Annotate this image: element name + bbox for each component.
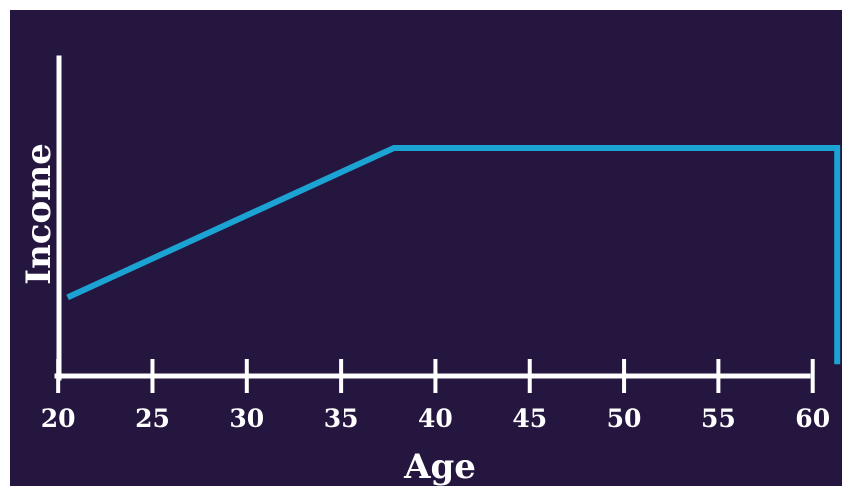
x-tick-label-55: 55 bbox=[701, 404, 736, 433]
x-axis-tick-labels: 20 25 30 35 40 45 50 55 60 bbox=[41, 404, 830, 433]
axes bbox=[54, 55, 811, 381]
x-tick-label-50: 50 bbox=[607, 404, 642, 433]
x-axis-ticks bbox=[56, 359, 815, 393]
x-axis-title: Age bbox=[403, 447, 476, 487]
series-layer bbox=[66, 145, 841, 365]
x-tick-label-30: 30 bbox=[229, 404, 264, 433]
y-axis-title: Income bbox=[19, 143, 59, 285]
x-tick-label-40: 40 bbox=[418, 404, 453, 433]
income-line-series-0 bbox=[66, 145, 841, 365]
chart-panel bbox=[10, 10, 842, 486]
x-tick-label-60: 60 bbox=[795, 404, 830, 433]
x-tick-label-45: 45 bbox=[512, 404, 547, 433]
x-tick-label-35: 35 bbox=[324, 404, 359, 433]
x-tick-label-20: 20 bbox=[41, 404, 76, 433]
x-tick-label-25: 25 bbox=[135, 404, 170, 433]
